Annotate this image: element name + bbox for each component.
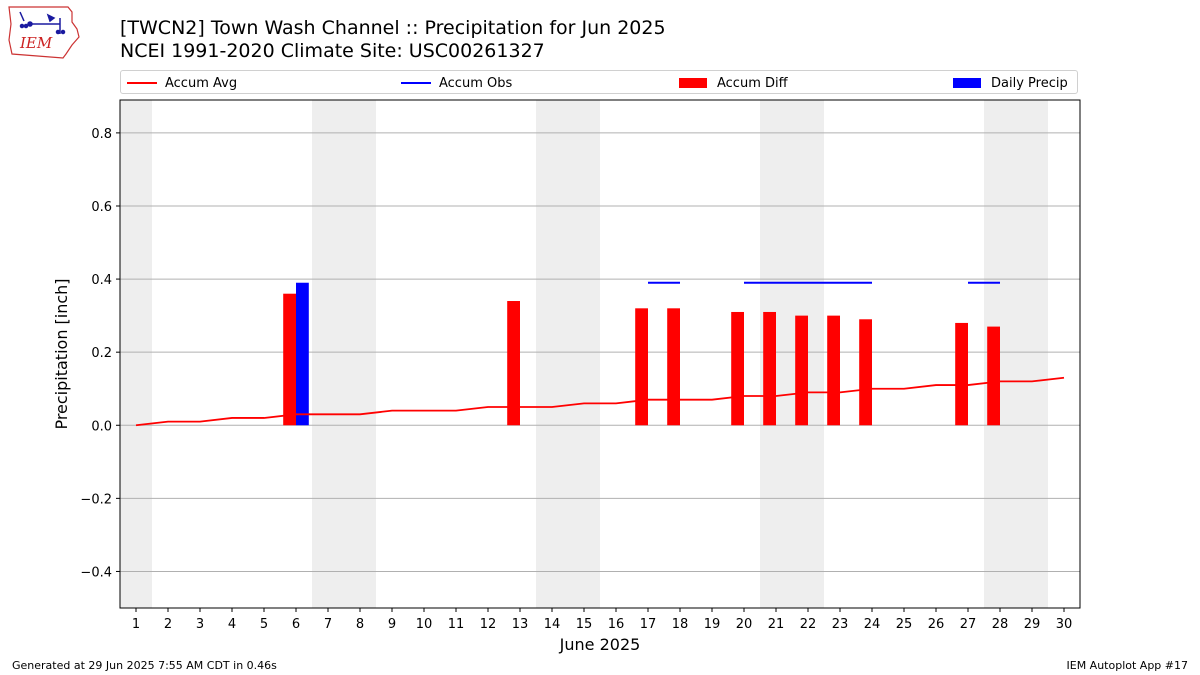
y-tick-label: 0.4 (91, 273, 112, 288)
app-credit: IEM Autoplot App #17 (1066, 659, 1189, 672)
x-tick-label: 30 (1056, 617, 1073, 632)
x-tick-label: 4 (228, 617, 236, 632)
tick-layer: −0.4−0.20.00.20.40.60.81 2 3 4 5 6 7 8 9 10 11 12 13… (80, 127, 1072, 632)
x-tick-label: 5 (260, 617, 268, 632)
weekend-shading-layer (120, 100, 1048, 608)
x-tick-label: 20 (736, 617, 753, 632)
accum-diff-bar (763, 311, 776, 426)
legend-label-accum-obs: Accum Obs (439, 75, 513, 91)
legend-swatch-accum-diff (679, 78, 707, 88)
y-axis-label: Precipitation [inch] (52, 278, 71, 429)
x-tick-label: 3 (196, 617, 204, 632)
legend: Accum Avg Accum Obs Accum Diff Daily Pre… (120, 70, 1078, 94)
y-tick-label: 0.2 (91, 346, 112, 361)
weekend-band (344, 100, 376, 608)
iowa-state-outline (8, 6, 80, 59)
iem-logo-text: IEM (19, 34, 53, 52)
legend-label-daily-precip: Daily Precip (991, 75, 1068, 91)
x-tick-label: 26 (928, 617, 945, 632)
x-tick-label: 17 (640, 617, 657, 632)
x-tick-label: 18 (672, 617, 689, 632)
legend-label-accum-avg: Accum Avg (165, 75, 238, 91)
accum-diff-bar (507, 301, 520, 426)
weather-instrument-icon (19, 11, 66, 35)
weekend-band (312, 100, 344, 608)
weekend-band (568, 100, 600, 608)
chart-subtitle: NCEI 1991-2020 Climate Site: USC00261327 (120, 40, 545, 62)
daily-precip-bar (296, 282, 309, 426)
x-tick-label: 9 (388, 617, 396, 632)
y-tick-label: −0.4 (80, 565, 112, 580)
x-tick-label: 6 (292, 617, 300, 632)
legend-swatch-accum-avg (127, 82, 157, 84)
legend-swatch-daily-precip (953, 78, 981, 88)
x-tick-label: 29 (1024, 617, 1041, 632)
x-tick-label: 7 (324, 617, 332, 632)
x-tick-label: 12 (480, 617, 497, 632)
line-layer (135, 281, 1065, 427)
legend-item-accum-diff: Accum Diff (679, 71, 788, 95)
legend-item-daily-precip: Daily Precip (953, 71, 1068, 95)
y-tick-label: 0.6 (91, 200, 112, 215)
gridline-layer (120, 132, 1080, 572)
y-tick-label: 0.0 (91, 419, 112, 434)
accum-diff-bar (731, 311, 744, 426)
legend-item-accum-avg: Accum Avg (127, 71, 237, 95)
accum-diff-bar (987, 326, 1000, 426)
weekend-band (536, 100, 568, 608)
x-tick-label: 19 (704, 617, 721, 632)
iem-logo: IEM (8, 6, 80, 59)
accum-diff-bar (827, 315, 840, 426)
x-tick-label: 2 (164, 617, 172, 632)
x-tick-label: 23 (832, 617, 849, 632)
weekend-band (120, 100, 152, 608)
x-tick-label: 1 (132, 617, 140, 632)
accum-diff-bar (859, 319, 872, 426)
bar-layer (283, 282, 1000, 426)
accum-diff-bar (635, 308, 648, 426)
legend-swatch-accum-obs (401, 82, 431, 84)
accum-diff-bar (795, 315, 808, 426)
y-tick-label: 0.8 (91, 127, 112, 142)
x-tick-label: 25 (896, 617, 913, 632)
legend-label-accum-diff: Accum Diff (717, 75, 788, 91)
x-tick-label: 16 (608, 617, 625, 632)
generated-timestamp: Generated at 29 Jun 2025 7:55 AM CDT in … (12, 659, 277, 672)
x-tick-label: 13 (512, 617, 529, 632)
x-tick-label: 11 (448, 617, 465, 632)
x-axis-label: June 2025 (559, 635, 641, 654)
x-tick-label: 21 (768, 617, 785, 632)
accum-diff-bar (667, 308, 680, 426)
accum-diff-bar (955, 322, 968, 426)
y-tick-label: −0.2 (80, 492, 112, 507)
x-tick-label: 10 (416, 617, 433, 632)
x-tick-label: 28 (992, 617, 1009, 632)
legend-item-accum-obs: Accum Obs (401, 71, 512, 95)
x-tick-label: 15 (576, 617, 593, 632)
x-tick-label: 27 (960, 617, 977, 632)
x-tick-label: 22 (800, 617, 817, 632)
x-tick-label: 14 (544, 617, 561, 632)
accum-avg-line (135, 376, 1065, 427)
weekend-band (1016, 100, 1048, 608)
accum-diff-bar (283, 293, 296, 426)
chart-title: [TWCN2] Town Wash Channel :: Precipitati… (120, 17, 666, 39)
x-tick-label: 24 (864, 617, 881, 632)
x-tick-label: 8 (356, 617, 364, 632)
plot-frame (119, 99, 1081, 609)
